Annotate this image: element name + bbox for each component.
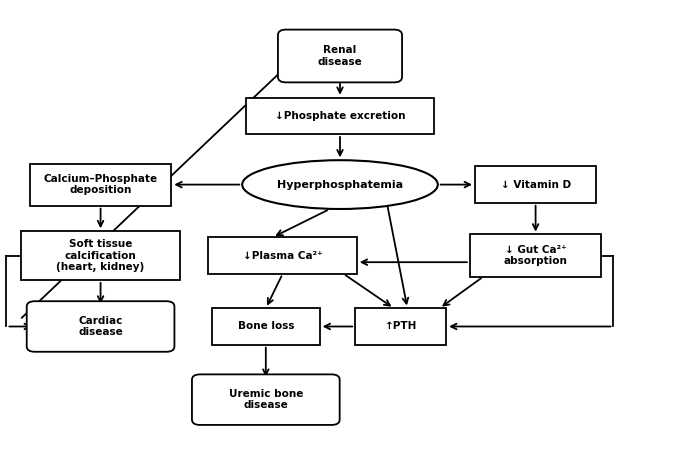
- FancyBboxPatch shape: [212, 308, 320, 345]
- Text: Calcium–Phosphate
deposition: Calcium–Phosphate deposition: [44, 174, 158, 195]
- Text: ↓ Vitamin D: ↓ Vitamin D: [500, 180, 571, 189]
- Ellipse shape: [242, 160, 438, 209]
- Text: Renal
disease: Renal disease: [318, 45, 362, 67]
- Text: Uremic bone
disease: Uremic bone disease: [228, 389, 303, 410]
- FancyBboxPatch shape: [30, 163, 171, 206]
- FancyBboxPatch shape: [355, 308, 446, 345]
- FancyBboxPatch shape: [192, 374, 340, 425]
- Text: Soft tissue
calcification
(heart, kidney): Soft tissue calcification (heart, kidney…: [56, 239, 145, 272]
- Text: Bone loss: Bone loss: [237, 321, 294, 331]
- Text: ↓Plasma Ca²⁺: ↓Plasma Ca²⁺: [243, 251, 322, 260]
- Text: Hyperphosphatemia: Hyperphosphatemia: [277, 180, 403, 189]
- Text: ↑PTH: ↑PTH: [384, 321, 417, 331]
- FancyBboxPatch shape: [475, 167, 596, 203]
- Text: ↓Phosphate excretion: ↓Phosphate excretion: [275, 111, 405, 121]
- Text: Cardiac
disease: Cardiac disease: [78, 316, 123, 337]
- FancyBboxPatch shape: [470, 234, 601, 277]
- FancyBboxPatch shape: [209, 238, 357, 274]
- FancyBboxPatch shape: [245, 98, 435, 134]
- FancyBboxPatch shape: [278, 30, 402, 82]
- Text: ↓ Gut Ca²⁺
absorption: ↓ Gut Ca²⁺ absorption: [504, 245, 568, 266]
- FancyBboxPatch shape: [27, 301, 175, 352]
- FancyBboxPatch shape: [21, 231, 180, 280]
